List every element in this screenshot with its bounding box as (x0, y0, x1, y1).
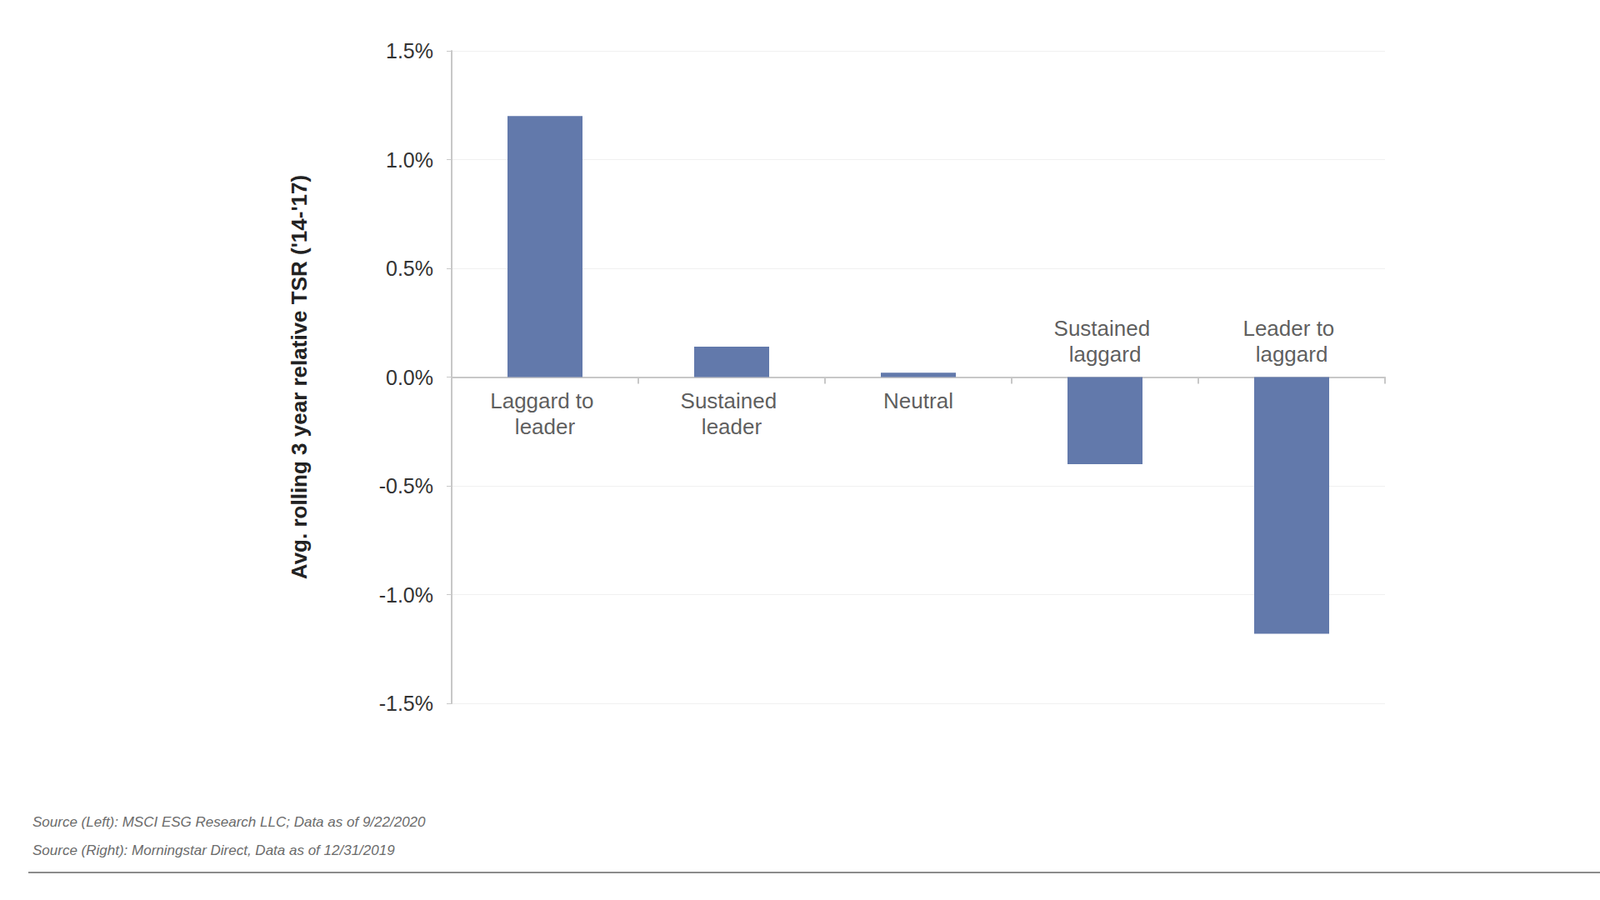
svg-text:Leader to: Leader to (1242, 315, 1340, 341)
svg-text:Sustained: Sustained (1054, 315, 1157, 341)
svg-text:Source (Right): Morningstar Di: Source (Right): Morningstar Direct, Data… (32, 842, 395, 859)
svg-text:-0.5%: -0.5% (379, 474, 434, 498)
svg-text:0.5%: 0.5% (385, 256, 434, 280)
svg-text:Laggard to: Laggard to (490, 388, 600, 414)
svg-text:laggard: laggard (1255, 341, 1329, 367)
svg-text:1.0%: 1.0% (385, 148, 434, 172)
svg-text:Avg. rolling 3 year relative T: Avg. rolling 3 year relative TSR ('14-'1… (286, 175, 312, 580)
svg-text:-1.0%: -1.0% (379, 583, 434, 607)
svg-text:0.0%: 0.0% (385, 365, 434, 390)
svg-text:Sustained: Sustained (680, 388, 784, 414)
svg-text:leader: leader (701, 414, 763, 440)
svg-text:Neutral: Neutral (883, 388, 954, 414)
svg-text:Source (Left): MSCI ESG Resear: Source (Left): MSCI ESG Research LLC; Da… (32, 814, 426, 830)
svg-text:laggard: laggard (1069, 341, 1142, 367)
svg-text:1.5%: 1.5% (385, 39, 434, 63)
svg-text:-1.5%: -1.5% (379, 691, 434, 715)
svg-text:leader: leader (515, 414, 576, 440)
